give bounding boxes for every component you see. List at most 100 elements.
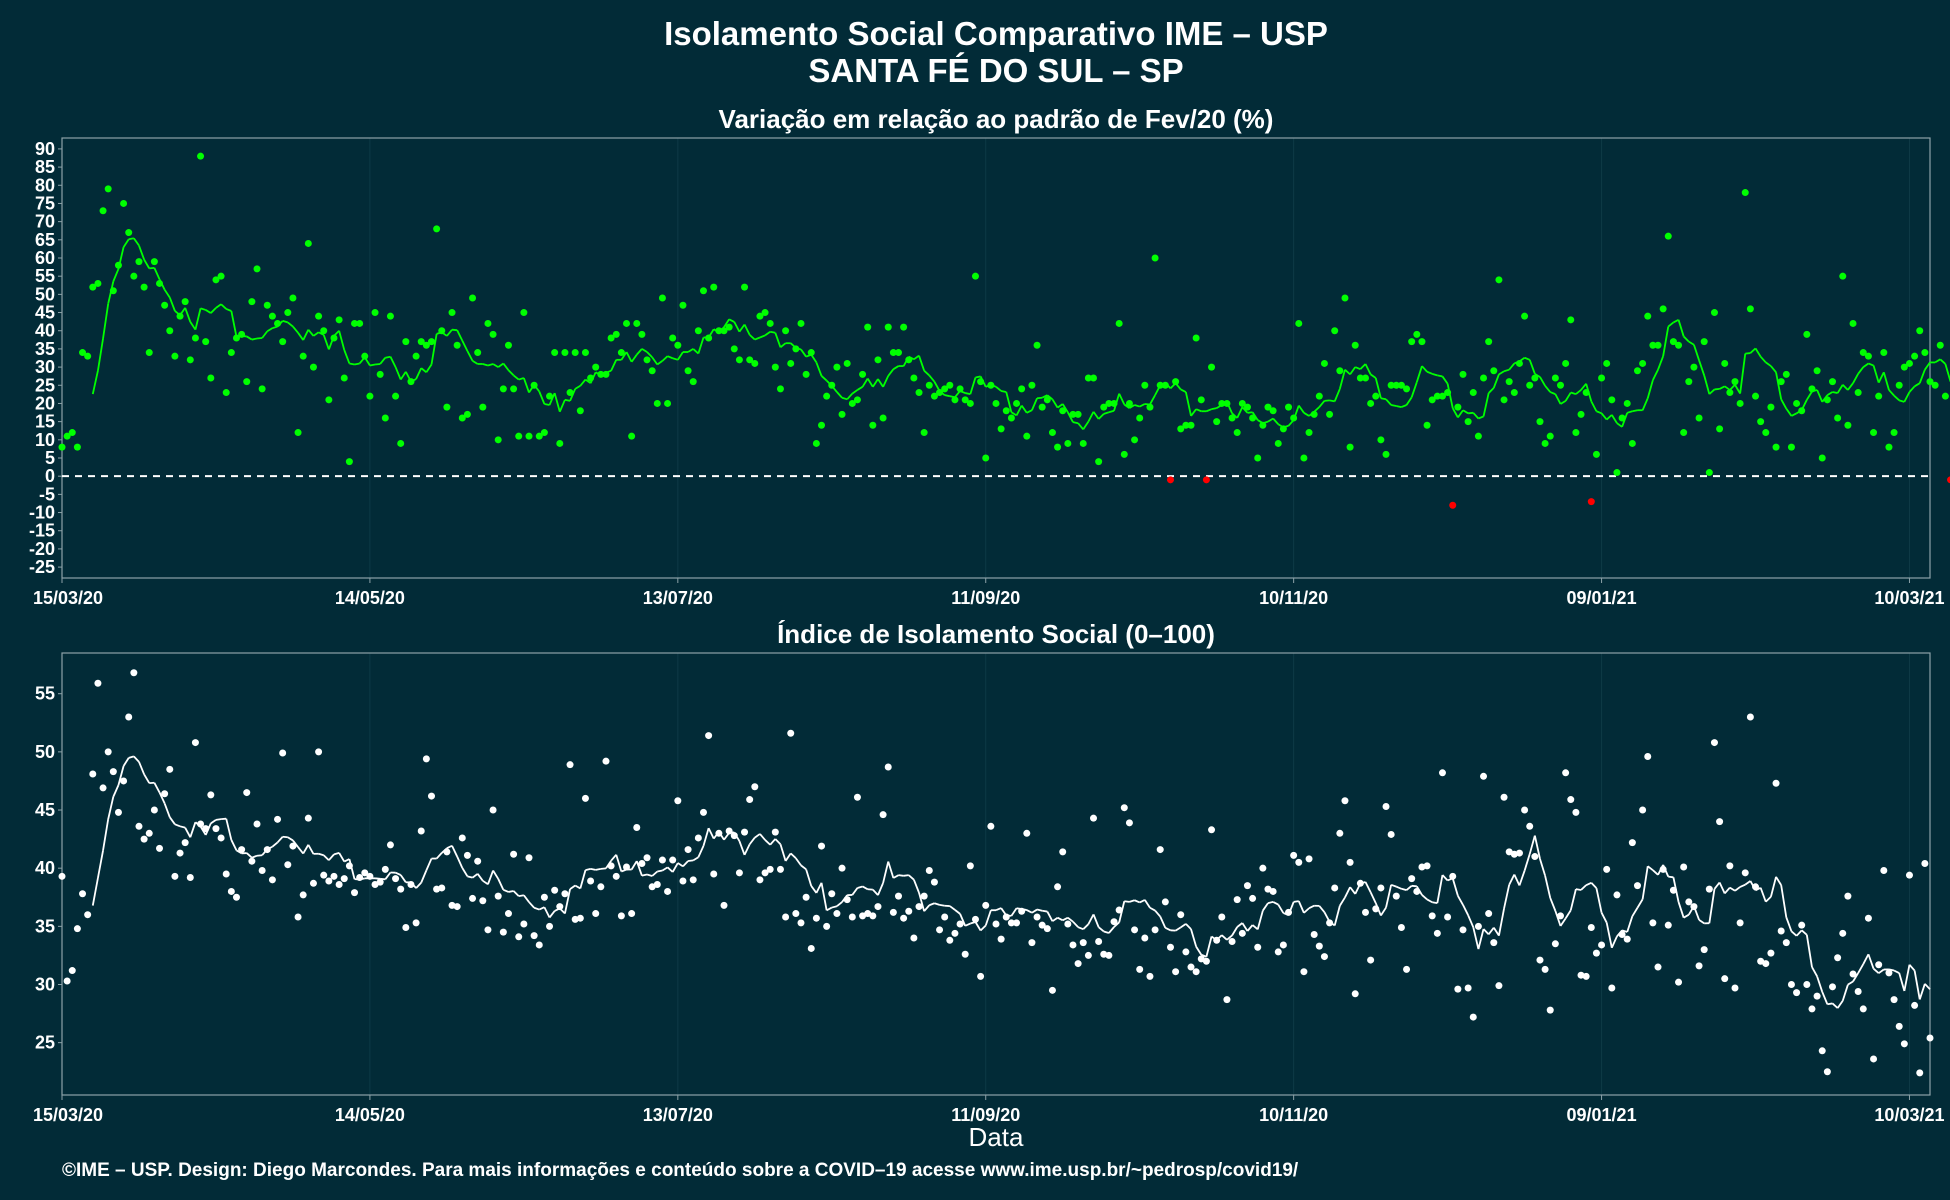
data-point — [1172, 378, 1180, 386]
moving-average-segment — [1836, 1000, 1844, 1009]
moving-average-segment — [399, 371, 407, 381]
moving-average-segment — [117, 765, 125, 786]
moving-average-segment — [1780, 884, 1788, 918]
moving-average-segment — [169, 816, 176, 825]
moving-average-segment — [1457, 409, 1464, 418]
moving-average-segment — [220, 303, 227, 310]
moving-average-segment — [451, 845, 458, 857]
moving-average-segment — [1164, 927, 1171, 932]
moving-average-segment — [1015, 405, 1023, 416]
moving-average-segment — [225, 818, 233, 841]
moving-average-segment — [1688, 340, 1695, 346]
moving-average-segment — [620, 351, 628, 361]
data-point — [197, 152, 205, 160]
moving-average-segment — [1605, 922, 1613, 948]
moving-average-segment — [1498, 908, 1505, 936]
data-point — [1695, 962, 1703, 970]
data-point — [1828, 378, 1836, 386]
data-point — [766, 319, 774, 327]
data-point — [1818, 1047, 1826, 1055]
data-point — [176, 849, 184, 857]
data-point — [910, 374, 918, 382]
moving-average-segment — [1046, 911, 1054, 922]
data-point — [1541, 439, 1549, 447]
data-point — [1290, 414, 1298, 422]
data-point — [1423, 421, 1431, 429]
moving-average-segment — [1431, 372, 1438, 377]
data-point — [1746, 305, 1754, 313]
data-point — [1900, 363, 1908, 371]
moving-average-segment — [892, 874, 899, 879]
moving-average-segment — [1575, 389, 1582, 395]
moving-average-segment — [189, 321, 197, 331]
moving-average-segment — [1370, 373, 1377, 379]
data-point — [1864, 914, 1872, 922]
data-point — [1731, 984, 1739, 992]
data-point — [977, 972, 985, 980]
data-point — [1572, 808, 1580, 816]
data-point — [776, 385, 784, 393]
data-point — [771, 363, 779, 371]
moving-average-segment — [1477, 928, 1485, 950]
moving-average-segment — [1437, 374, 1443, 378]
data-point — [392, 392, 400, 400]
moving-average-segment — [1806, 391, 1813, 401]
moving-average-segment — [395, 871, 402, 876]
data-point — [345, 862, 353, 870]
moving-average-segment — [184, 307, 192, 323]
moving-average-segment — [774, 838, 782, 845]
moving-average-segment — [1914, 382, 1921, 388]
data-point — [407, 378, 415, 386]
data-point — [966, 399, 974, 407]
data-point — [197, 820, 205, 828]
data-point — [1782, 939, 1790, 947]
y-tick-label: 5 — [45, 448, 55, 468]
data-point — [232, 334, 240, 342]
data-point — [94, 279, 102, 287]
moving-average-segment — [230, 839, 238, 851]
data-point — [1849, 319, 1857, 327]
moving-average-segment — [1826, 391, 1833, 396]
data-point — [751, 359, 759, 367]
data-point — [1772, 443, 1780, 451]
moving-average-segment — [307, 329, 315, 337]
data-point — [1680, 429, 1688, 437]
data-point — [181, 839, 189, 847]
data-point — [689, 378, 697, 386]
data-point — [1095, 458, 1103, 466]
data-point — [1238, 399, 1246, 407]
data-point — [1618, 930, 1626, 938]
moving-average-segment — [1067, 411, 1074, 423]
data-point — [238, 846, 246, 854]
moving-average-segment — [1903, 964, 1911, 992]
moving-average-segment — [1575, 888, 1582, 891]
x-tick-label: 10/03/21 — [1874, 1105, 1944, 1125]
data-point — [1777, 378, 1785, 386]
moving-average-segment — [1077, 422, 1084, 431]
data-point — [535, 941, 543, 949]
data-point — [1752, 883, 1760, 891]
data-point — [1705, 469, 1713, 477]
data-point — [1372, 905, 1380, 913]
moving-average-segment — [728, 318, 735, 323]
data-point — [812, 439, 820, 447]
data-point — [407, 880, 415, 888]
moving-average-segment — [1770, 876, 1777, 897]
data-point — [741, 828, 749, 836]
data-point — [1223, 399, 1231, 407]
data-point — [674, 797, 682, 805]
moving-average-segment — [1590, 400, 1598, 412]
data-point — [1813, 992, 1821, 1000]
moving-average-segment — [133, 237, 140, 247]
moving-average-segment — [1421, 894, 1428, 901]
y-tick-label: 80 — [35, 175, 55, 195]
moving-average-segment — [1241, 922, 1249, 932]
moving-average-segment — [158, 792, 166, 804]
data-point — [715, 829, 723, 837]
data-point — [1834, 954, 1842, 962]
data-point — [1213, 418, 1221, 426]
x-tick-label: 13/07/20 — [643, 588, 713, 608]
moving-average-segment — [1426, 898, 1433, 904]
moving-average-segment — [1333, 388, 1341, 402]
data-point — [1136, 414, 1144, 422]
